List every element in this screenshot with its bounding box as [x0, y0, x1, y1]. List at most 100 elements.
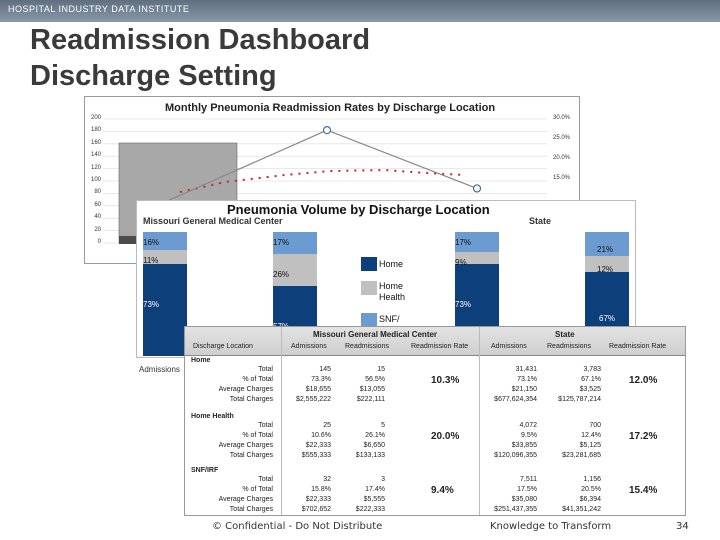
table-cell: $222,333 — [355, 506, 385, 513]
table-cell: $5,555 — [363, 496, 385, 503]
table-cell: 15 — [377, 366, 385, 373]
table-cell: 1,156 — [583, 476, 601, 483]
table-rate-facility: 20.0% — [431, 431, 460, 442]
stack-mid-label: 11% — [143, 256, 159, 265]
rates-left-tick: 40 — [94, 214, 101, 221]
table-row-label: Average Charges — [218, 386, 273, 393]
stack-segment-home-health: 11% — [143, 250, 187, 265]
table-cell: 5 — [381, 422, 385, 429]
col-discharge-location: Discharge Location — [193, 343, 253, 350]
table-row-label: Total Charges — [229, 396, 273, 403]
table-cell: $22,333 — [305, 496, 331, 503]
stack-bottom-label: 73% — [143, 300, 160, 309]
volume-chart-title: Pneumonia Volume by Discharge Location — [227, 202, 490, 217]
col-rate-2: Readmission Rate — [609, 343, 667, 350]
rates-left-tick: 160 — [90, 139, 101, 146]
table-rate-state: 17.2% — [629, 431, 658, 442]
table-section: Home Health Total 25 5 4,072 700 % of Total 10.… — [185, 413, 685, 467]
stack-segment-home: 73% — [143, 264, 187, 356]
table-cell: 700 — [589, 422, 601, 429]
legend-swatch-home — [361, 257, 377, 271]
page-title-line2: Discharge Setting — [30, 60, 277, 92]
rates-line-marker — [472, 184, 482, 193]
table-cell: $3,525 — [579, 386, 601, 393]
stack-segment-home-health: 26% — [273, 254, 317, 286]
volume-stack-1: 16% 11% 73% — [143, 232, 187, 356]
stack-segment-snf: 17% — [455, 232, 499, 252]
stack-top-label: 16% — [143, 238, 160, 247]
table-cell: $702,652 — [301, 506, 331, 513]
table-cell: $555,333 — [301, 452, 331, 459]
table-cell: 9.5% — [521, 432, 537, 439]
rates-left-tick: 80 — [94, 189, 101, 196]
institute-name: HOSPITAL INDUSTRY DATA INSTITUTE — [8, 4, 190, 14]
table-cell: 17.4% — [365, 486, 385, 493]
legend-label-home: Home — [379, 259, 404, 269]
rates-line-marker — [322, 126, 332, 135]
table-cell: $18,655 — [305, 386, 331, 393]
rates-left-tick: 180 — [90, 127, 101, 134]
col-readmissions-1: Readmissions — [345, 343, 389, 350]
table-cell: 31,431 — [515, 366, 537, 373]
table-cell: 67.1% — [581, 376, 601, 383]
col-admissions-2: Admissions — [491, 343, 527, 350]
table-cell: 4,072 — [519, 422, 537, 429]
rates-right-tick: 15.0% — [553, 175, 571, 181]
table-cell: $251,437,355 — [494, 506, 537, 513]
table-cell: $677,624,354 — [494, 396, 537, 403]
rates-left-tick: 140 — [90, 152, 101, 159]
rates-left-tick: 120 — [90, 164, 101, 171]
table-rate-state: 15.4% — [629, 485, 658, 496]
table-cell: $125,787,214 — [558, 396, 601, 403]
stack-segment-snf: 17% — [273, 232, 317, 254]
legend-swatch-snf — [361, 313, 377, 327]
table-cell: 26.1% — [365, 432, 385, 439]
table-cell: $6,394 — [579, 496, 601, 503]
table-cell: 17.5% — [517, 486, 537, 493]
table-row-label: Total — [258, 366, 273, 373]
footer-confidential: © Confidential - Do Not Distribute — [212, 521, 383, 532]
stack-mid-label: 9% — [455, 258, 467, 267]
table-rate-facility: 10.3% — [431, 375, 460, 386]
table-cell: 12.4% — [581, 432, 601, 439]
col-separator — [479, 327, 480, 515]
rates-left-tick: 60 — [94, 201, 101, 208]
col-readmissions-2: Readmissions — [547, 343, 591, 350]
table-cell: $13,055 — [359, 386, 385, 393]
legend-swatch-home-health — [361, 281, 377, 295]
table-cell: $133,133 — [355, 452, 385, 459]
rates-left-tick: 20 — [94, 226, 101, 233]
legend-label-home-health: Home Health — [379, 281, 406, 302]
table-cell: 145 — [319, 366, 331, 373]
stack-segment-home-health: 12% — [585, 256, 629, 274]
table-section: SNF/IRF Total 32 3 7,511 1,156 % of Total 15.8%… — [185, 467, 685, 515]
table-cell: 20.5% — [581, 486, 601, 493]
stack-mid-label: 12% — [597, 265, 614, 274]
table-section-name: Home Health — [191, 413, 234, 420]
table-cell: 10.6% — [311, 432, 331, 439]
table-cell: 73.3% — [311, 376, 331, 383]
volume-group-left: Missouri General Medical Center — [143, 216, 283, 226]
table-cell: 73.1% — [517, 376, 537, 383]
table-cell: $33,855 — [511, 442, 537, 449]
footer-page-number: 34 — [676, 521, 689, 532]
table-row-label: Total Charges — [229, 506, 273, 513]
table-cell: 15.8% — [311, 486, 331, 493]
table-cell: 7,511 — [520, 476, 537, 483]
table-cell: 56.5% — [365, 376, 385, 383]
table-group-right: State — [555, 330, 575, 339]
table-header-bg — [185, 327, 685, 356]
table-cell: $35,080 — [511, 496, 537, 503]
stack-bottom-label: 67% — [599, 314, 616, 323]
table-cell: $22,333 — [305, 442, 331, 449]
table-cell: 3 — [381, 476, 385, 483]
table-row-label: % of Total — [242, 376, 273, 383]
stack-top-label: 21% — [597, 245, 614, 254]
table-cell: 32 — [323, 476, 331, 483]
table-cell: $2,555,222 — [295, 396, 331, 403]
table-row-label: Total — [258, 476, 273, 483]
table-cell: 25 — [323, 422, 331, 429]
footer-tagline: Knowledge to Transform — [490, 521, 612, 532]
table-rate-facility: 9.4% — [431, 485, 454, 496]
page-title-line1: Readmission Dashboard — [30, 24, 371, 56]
